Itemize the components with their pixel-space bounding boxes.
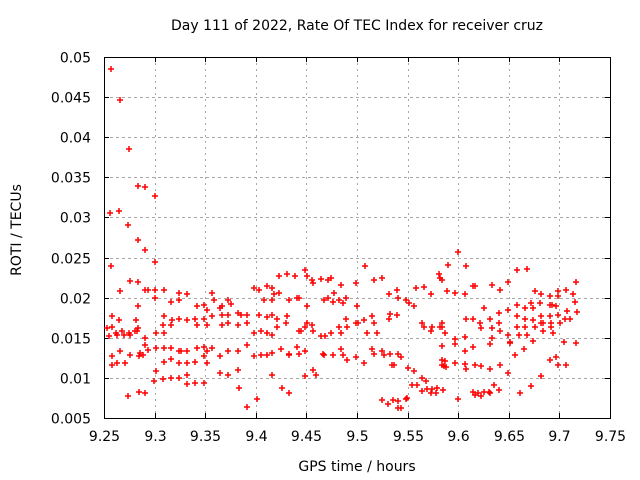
x-tick-label: 9.3 bbox=[144, 429, 166, 445]
x-tick-label: 9.35 bbox=[190, 429, 221, 445]
x-tick-label: 9.25 bbox=[89, 429, 120, 445]
y-tick-label: 0.02 bbox=[60, 292, 91, 308]
x-tick-label: 9.4 bbox=[245, 429, 267, 445]
x-tick-label: 9.75 bbox=[595, 429, 626, 445]
x-tick-label: 9.65 bbox=[494, 429, 525, 445]
data-points bbox=[104, 66, 580, 411]
x-tick-label: 9.5 bbox=[346, 429, 368, 445]
y-tick-label: 0.005 bbox=[51, 412, 91, 428]
y-tick-label: 0.015 bbox=[51, 332, 91, 348]
chart-title: Day 111 of 2022, Rate Of TEC Index for r… bbox=[170, 18, 544, 34]
y-tick-label: 0.035 bbox=[51, 171, 91, 187]
x-tick-label: 9.45 bbox=[291, 429, 322, 445]
x-tick-label: 9.55 bbox=[393, 429, 424, 445]
y-tick-label: 0.04 bbox=[60, 131, 91, 147]
y-tick-label: 0.05 bbox=[60, 51, 91, 67]
y-tick-label: 0.03 bbox=[60, 211, 91, 227]
y-tick-label: 0.025 bbox=[51, 252, 91, 268]
y-tick-label: 0.045 bbox=[51, 91, 91, 107]
x-tick-label: 9.7 bbox=[548, 429, 570, 445]
y-axis-label: ROTI / TECUs bbox=[9, 184, 25, 276]
y-tick-label: 0.01 bbox=[60, 372, 91, 388]
x-axis-label: GPS time / hours bbox=[298, 459, 416, 475]
x-tick-label: 9.6 bbox=[447, 429, 469, 445]
